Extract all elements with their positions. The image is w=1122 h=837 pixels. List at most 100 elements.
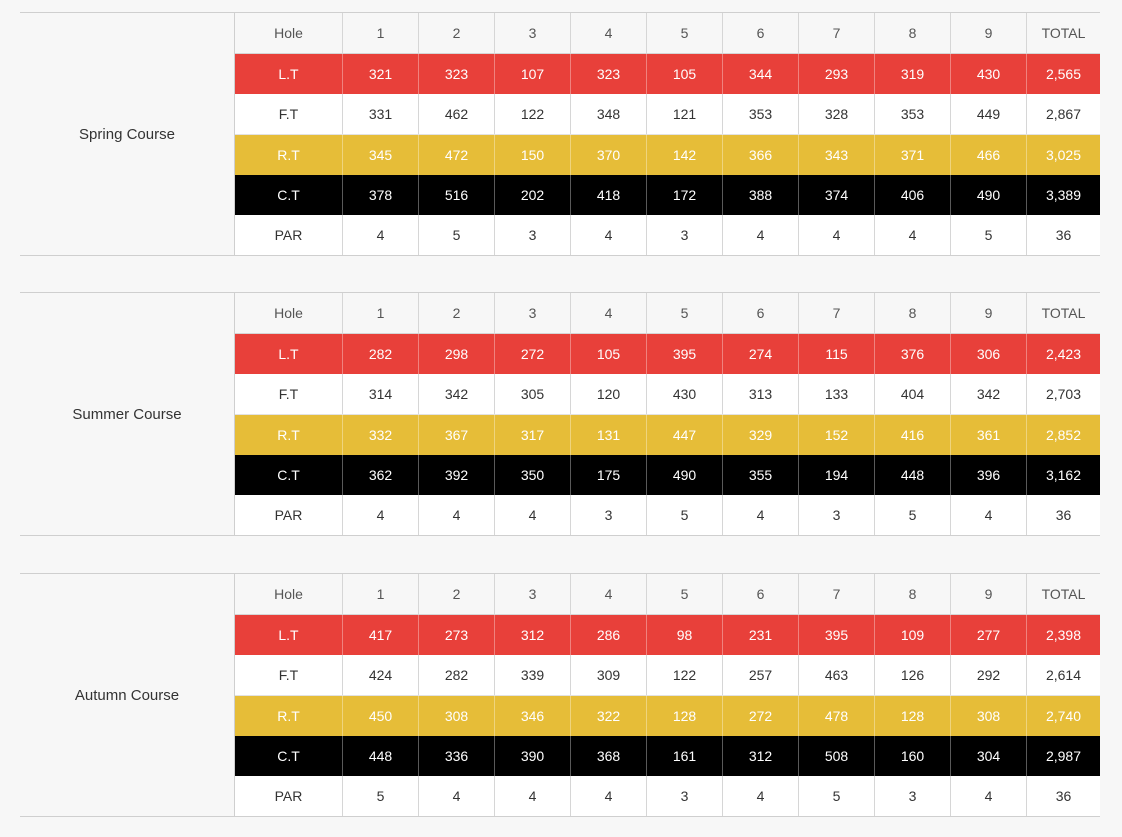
hole-value-cell: 126 bbox=[875, 655, 951, 695]
header-hole-number: 8 bbox=[875, 574, 951, 614]
header-hole-number: 6 bbox=[723, 574, 799, 614]
hole-value-cell: 286 bbox=[571, 615, 647, 655]
hole-value-cell: 312 bbox=[495, 615, 571, 655]
header-hole-number: 2 bbox=[419, 293, 495, 333]
hole-value-cell: 98 bbox=[647, 615, 723, 655]
hole-value-cell: 272 bbox=[723, 696, 799, 736]
hole-value-cell: 5 bbox=[419, 215, 495, 255]
hole-value-cell: 3 bbox=[647, 215, 723, 255]
header-hole-number: 2 bbox=[419, 574, 495, 614]
hole-value-cell: 282 bbox=[419, 655, 495, 695]
hole-value-cell: 323 bbox=[571, 54, 647, 94]
tee-row-par: PAR 5 4 4 4 3 4 5 3 4 36 bbox=[235, 776, 1100, 816]
course-table: Summer Course Hole 1 2 3 4 5 6 7 8 9 TOTAL L.T 282 298… bbox=[20, 292, 1100, 536]
hole-value-cell: 4 bbox=[343, 495, 419, 535]
hole-value-cell: 133 bbox=[799, 374, 875, 414]
hole-value-cell: 362 bbox=[343, 455, 419, 495]
hole-value-cell: 367 bbox=[419, 415, 495, 455]
header-hole-number: 6 bbox=[723, 13, 799, 53]
hole-value-cell: 462 bbox=[419, 94, 495, 134]
tee-row-par: PAR 4 4 4 3 5 4 3 5 4 36 bbox=[235, 495, 1100, 535]
hole-value-cell: 376 bbox=[875, 334, 951, 374]
hole-value-cell: 4 bbox=[799, 215, 875, 255]
hole-value-cell: 274 bbox=[723, 334, 799, 374]
hole-value-cell: 308 bbox=[419, 696, 495, 736]
hole-value-cell: 5 bbox=[799, 776, 875, 816]
hole-value-cell: 336 bbox=[419, 736, 495, 776]
hole-value-cell: 323 bbox=[419, 54, 495, 94]
hole-value-cell: 131 bbox=[571, 415, 647, 455]
hole-value-cell: 105 bbox=[571, 334, 647, 374]
tee-row-lt: L.T 417 273 312 286 98 231 395 109 277 2,398 bbox=[235, 615, 1100, 655]
total-cell: 2,852 bbox=[1045, 427, 1082, 443]
hole-value-cell: 273 bbox=[419, 615, 495, 655]
hole-value-cell: 430 bbox=[647, 374, 723, 414]
header-hole-number: 7 bbox=[799, 13, 875, 53]
hole-value-cell: 5 bbox=[343, 776, 419, 816]
tee-row-ft: F.T 424 282 339 309 122 257 463 126 292 2,614 bbox=[235, 655, 1100, 696]
tee-row-ct: C.T 448 336 390 368 161 312 508 160 304 2,987 bbox=[235, 736, 1100, 776]
hole-value-cell: 121 bbox=[647, 94, 723, 134]
total-cell: 36 bbox=[1055, 227, 1072, 243]
hole-value-cell: 105 bbox=[647, 54, 723, 94]
hole-value-cell: 298 bbox=[419, 334, 495, 374]
hole-value-cell: 5 bbox=[951, 215, 1027, 255]
hole-value-cell: 331 bbox=[343, 94, 419, 134]
course-name: Spring Course bbox=[20, 13, 235, 255]
tee-row-ft: F.T 314 342 305 120 430 313 133 404 342 2,703 bbox=[235, 374, 1100, 415]
hole-value-cell: 424 bbox=[343, 655, 419, 695]
tee-label: PAR bbox=[235, 215, 343, 255]
score-grid: Hole 1 2 3 4 5 6 7 8 9 TOTAL L.T 282 298 272 105 395 274 1… bbox=[235, 293, 1100, 535]
hole-value-cell: 472 bbox=[419, 135, 495, 175]
hole-value-cell: 277 bbox=[951, 615, 1027, 655]
hole-value-cell: 466 bbox=[951, 135, 1027, 175]
hole-value-cell: 339 bbox=[495, 655, 571, 695]
tee-row-rt: R.T 450 308 346 322 128 272 478 128 308 2,740 bbox=[235, 696, 1100, 736]
hole-value-cell: 516 bbox=[419, 175, 495, 215]
hole-value-cell: 312 bbox=[723, 736, 799, 776]
hole-value-cell: 293 bbox=[799, 54, 875, 94]
hole-value-cell: 4 bbox=[571, 776, 647, 816]
tee-row-ft: F.T 331 462 122 348 121 353 328 353 449 2,867 bbox=[235, 94, 1100, 135]
tee-label: F.T bbox=[235, 655, 343, 695]
hole-value-cell: 328 bbox=[799, 94, 875, 134]
hole-value-cell: 374 bbox=[799, 175, 875, 215]
hole-value-cell: 447 bbox=[647, 415, 723, 455]
tee-label: F.T bbox=[235, 374, 343, 414]
header-hole-number: 5 bbox=[647, 13, 723, 53]
hole-value-cell: 332 bbox=[343, 415, 419, 455]
tee-row-lt: L.T 321 323 107 323 105 344 293 319 430 2,565 bbox=[235, 54, 1100, 94]
tee-label: L.T bbox=[235, 54, 343, 94]
hole-value-cell: 109 bbox=[875, 615, 951, 655]
hole-value-cell: 449 bbox=[951, 94, 1027, 134]
tee-row-ct: C.T 362 392 350 175 490 355 194 448 396 3,162 bbox=[235, 455, 1100, 495]
header-hole-label: Hole bbox=[235, 293, 343, 333]
tee-label: F.T bbox=[235, 94, 343, 134]
hole-value-cell: 128 bbox=[875, 696, 951, 736]
header-hole-number: 9 bbox=[951, 13, 1027, 53]
hole-value-cell: 317 bbox=[495, 415, 571, 455]
hole-value-cell: 430 bbox=[951, 54, 1027, 94]
header-hole-number: 8 bbox=[875, 13, 951, 53]
tee-row-rt: R.T 345 472 150 370 142 366 343 371 466 3,025 bbox=[235, 135, 1100, 175]
tee-row-rt: R.T 332 367 317 131 447 329 152 416 361 2,852 bbox=[235, 415, 1100, 455]
tee-label: R.T bbox=[235, 696, 343, 736]
tee-label: C.T bbox=[235, 736, 343, 776]
header-hole-number: 8 bbox=[875, 293, 951, 333]
hole-value-cell: 5 bbox=[647, 495, 723, 535]
hole-value-cell: 4 bbox=[723, 776, 799, 816]
header-hole-number: 9 bbox=[951, 293, 1027, 333]
hole-value-cell: 122 bbox=[647, 655, 723, 695]
hole-value-cell: 343 bbox=[799, 135, 875, 175]
hole-value-cell: 348 bbox=[571, 94, 647, 134]
header-hole-number: 6 bbox=[723, 293, 799, 333]
header-total: TOTAL bbox=[1041, 305, 1086, 321]
tee-row-par: PAR 4 5 3 4 3 4 4 4 5 36 bbox=[235, 215, 1100, 255]
hole-value-cell: 3 bbox=[647, 776, 723, 816]
hole-value-cell: 4 bbox=[495, 776, 571, 816]
total-cell: 2,703 bbox=[1045, 386, 1082, 402]
hole-value-cell: 322 bbox=[571, 696, 647, 736]
hole-value-cell: 353 bbox=[723, 94, 799, 134]
hole-value-cell: 122 bbox=[495, 94, 571, 134]
